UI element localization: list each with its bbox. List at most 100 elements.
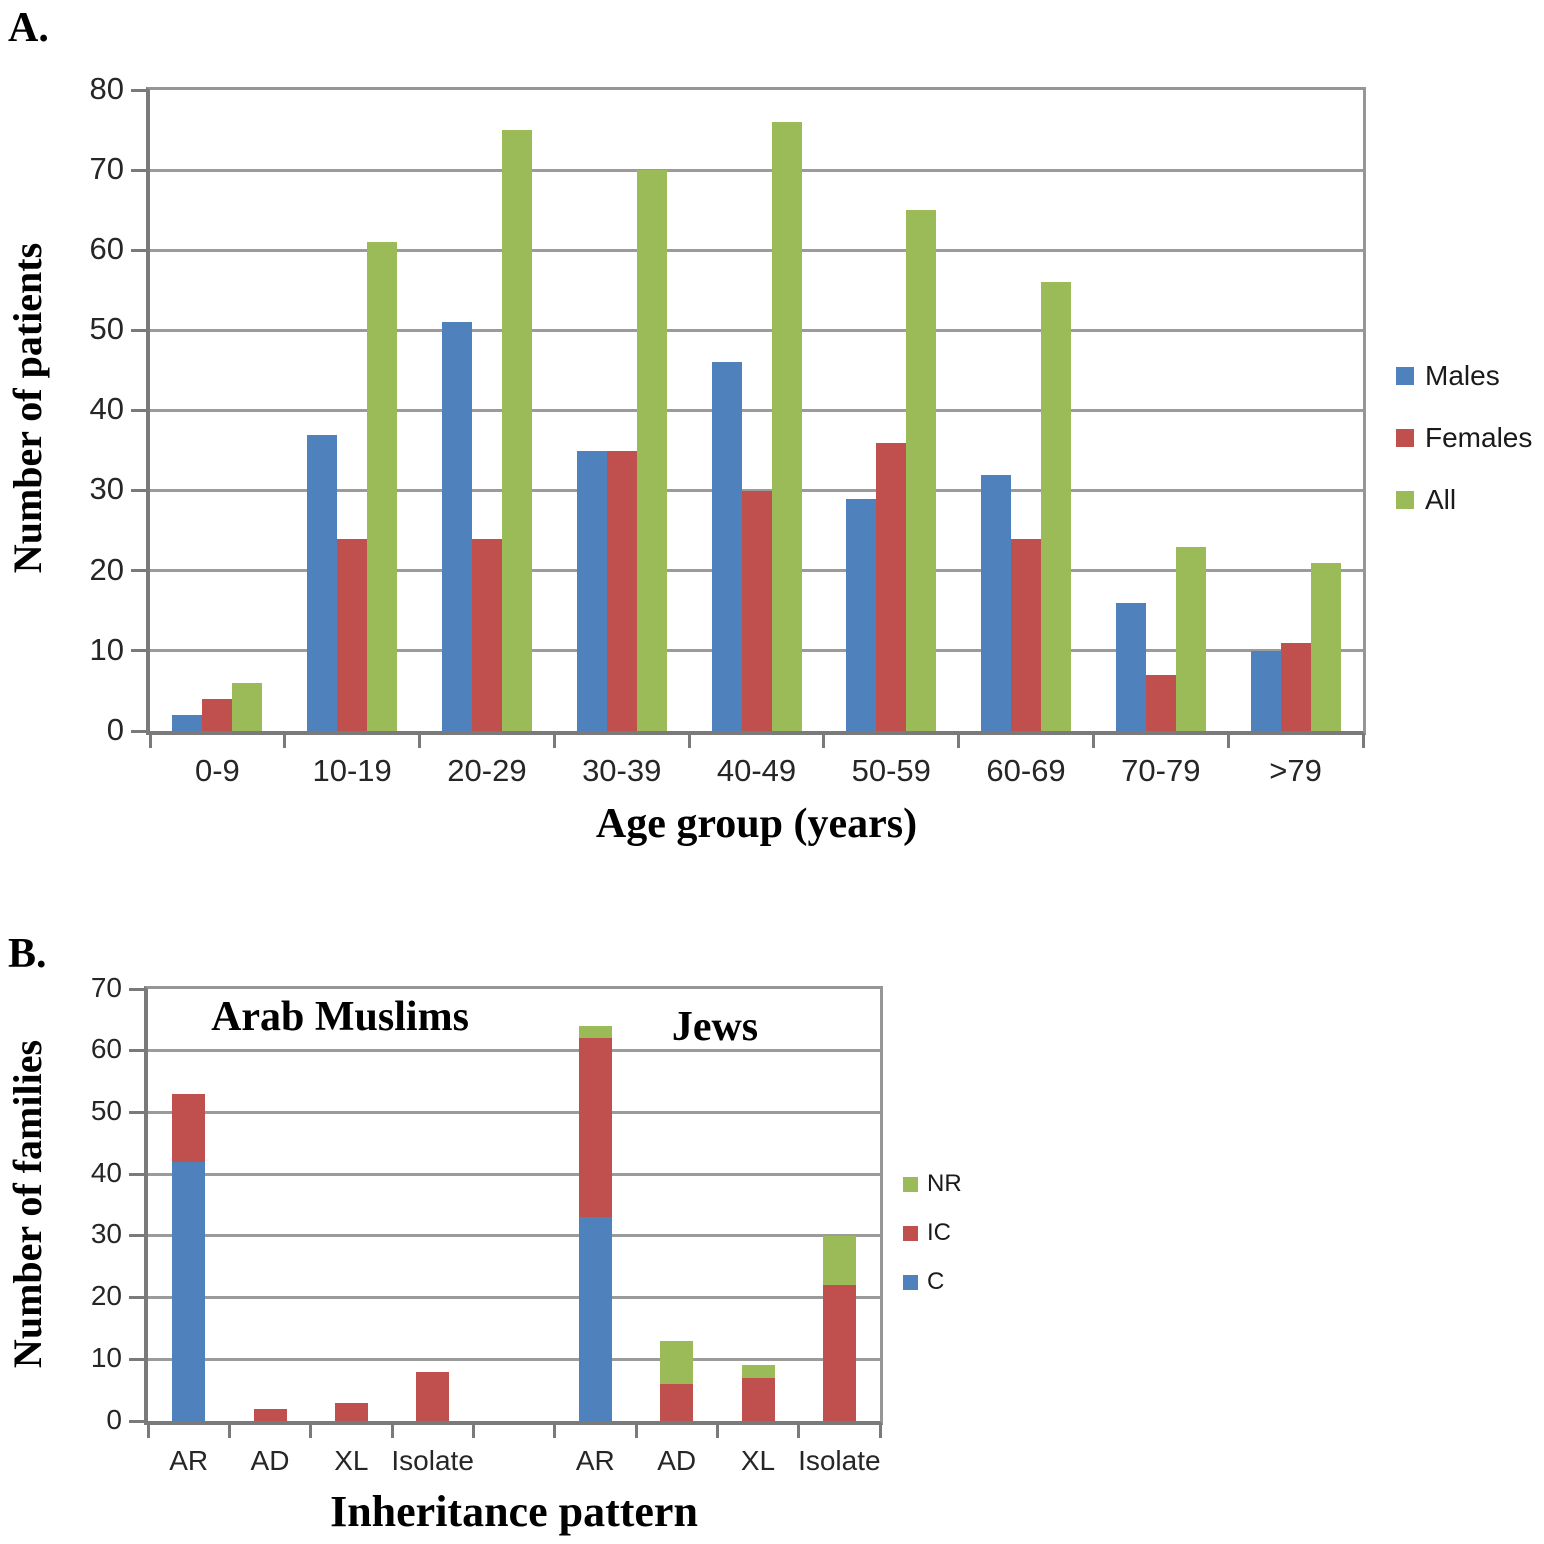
y-tick-mark-60 xyxy=(131,248,146,252)
panel-a-plot-layer xyxy=(150,90,1363,731)
legend-item-females: Females xyxy=(1396,422,1532,454)
bar-ic-3-isolate xyxy=(416,1371,450,1421)
panel-b-plot-area xyxy=(144,986,883,1425)
bar-males-20-29 xyxy=(441,322,472,731)
x-tick-label-ad: AD xyxy=(657,1445,697,1476)
bar-all-70-79 xyxy=(1175,546,1206,731)
legend-label: NR xyxy=(927,1170,962,1197)
bar-all-0-9 xyxy=(232,682,263,731)
bar-females-70-79 xyxy=(1145,674,1176,731)
females-swatch-icon xyxy=(1396,429,1414,447)
x-tick-mark-4 xyxy=(687,735,691,748)
x-tick-label-50-59: 50-59 xyxy=(851,753,931,788)
males-swatch-icon xyxy=(1396,367,1414,385)
x-tick-mark-1 xyxy=(227,1425,231,1438)
y-tick-label-60: 60 xyxy=(90,1033,122,1065)
bar-all-10-19 xyxy=(367,242,398,731)
y-tick-label-20: 20 xyxy=(89,551,124,587)
y-tick-label-50: 50 xyxy=(90,1095,122,1127)
y-tick-mark-30 xyxy=(129,1234,144,1238)
group-annotation-jews: Jews xyxy=(671,1004,759,1050)
x-tick-mark-8 xyxy=(797,1425,801,1438)
panel-a-legend: Males Females All xyxy=(1396,360,1532,516)
x-tick-label-ar: AR xyxy=(169,1445,209,1476)
legend-label: C xyxy=(927,1268,945,1295)
bar-c-5-ar xyxy=(578,1217,612,1421)
y-tick-mark-20 xyxy=(131,569,146,573)
gridline-70 xyxy=(150,168,1363,172)
bar-males-40-49 xyxy=(711,362,742,731)
bar-females-50-59 xyxy=(876,442,907,731)
bar-males-10-19 xyxy=(307,434,338,731)
y-tick-mark-10 xyxy=(131,649,146,653)
bar-males-50-59 xyxy=(846,498,877,731)
legend-label: Females xyxy=(1425,422,1533,453)
x-tick-label-ad: AD xyxy=(250,1445,290,1476)
c-swatch-icon xyxy=(903,1274,918,1290)
gridline-50 xyxy=(148,1110,880,1114)
x-tick-mark-1 xyxy=(283,735,287,748)
x-tick-mark-0 xyxy=(146,1425,150,1438)
bar-all-20-29 xyxy=(501,130,532,731)
y-tick-mark-0 xyxy=(129,1419,144,1423)
y-tick-mark-80 xyxy=(131,88,146,92)
y-tick-label-80: 80 xyxy=(89,70,124,106)
group-annotation-arab-muslims: Arab Muslims xyxy=(211,994,469,1040)
bar-females-20-29 xyxy=(471,538,502,731)
bar-c-0-ar xyxy=(172,1161,206,1421)
y-tick-label-20: 20 xyxy=(90,1280,122,1312)
bar-all-60-69 xyxy=(1041,282,1072,731)
legend-label: IC xyxy=(927,1219,951,1246)
panel-a-plot-area xyxy=(146,87,1366,735)
bar-all--79 xyxy=(1310,562,1341,731)
x-tick-mark-2 xyxy=(309,1425,313,1438)
bar-males--79 xyxy=(1250,650,1281,731)
x-tick-label-xl: XL xyxy=(334,1445,369,1476)
panel-a-x-axis-title: Age group (years) xyxy=(595,801,918,847)
y-tick-mark-0 xyxy=(131,729,146,733)
y-tick-mark-50 xyxy=(131,328,146,332)
y-tick-mark-60 xyxy=(129,1049,144,1053)
bar-males-60-69 xyxy=(981,474,1012,731)
x-tick-label-70-79: 70-79 xyxy=(1121,753,1201,788)
x-tick-mark-8 xyxy=(1226,735,1230,748)
bar-males-70-79 xyxy=(1115,602,1146,731)
y-tick-label-0: 0 xyxy=(106,1403,122,1435)
x-tick-mark-3 xyxy=(390,1425,394,1438)
y-tick-label-0: 0 xyxy=(106,711,124,747)
gridline-60 xyxy=(148,1049,880,1053)
bar-all-30-39 xyxy=(636,170,667,731)
x-tick-mark-0 xyxy=(148,735,152,748)
x-tick-mark-6 xyxy=(634,1425,638,1438)
all-swatch-icon xyxy=(1396,491,1414,509)
panel-b-label: B. xyxy=(8,931,47,977)
y-tick-label-10: 10 xyxy=(90,1341,122,1373)
x-tick-label--79: >79 xyxy=(1269,753,1322,788)
bar-males-30-39 xyxy=(576,450,607,731)
x-tick-label-ar: AR xyxy=(575,1445,615,1476)
y-tick-mark-70 xyxy=(131,168,146,172)
panel-b-x-axis-title: Inheritance pattern xyxy=(330,1487,698,1536)
gridline-60 xyxy=(150,248,1363,252)
ic-swatch-icon xyxy=(903,1225,918,1241)
x-tick-mark-9 xyxy=(878,1425,882,1438)
bar-nr-7-xl xyxy=(741,1365,775,1378)
x-tick-label-0-9: 0-9 xyxy=(194,753,240,788)
gridline-10 xyxy=(148,1357,880,1361)
bar-females-40-49 xyxy=(741,490,772,731)
gridline-20 xyxy=(148,1296,880,1300)
legend-label: Males xyxy=(1425,360,1500,391)
x-tick-mark-6 xyxy=(957,735,961,748)
gridline-40 xyxy=(148,1172,880,1176)
gridline-40 xyxy=(150,409,1363,412)
y-tick-label-60: 60 xyxy=(89,231,124,267)
y-tick-label-30: 30 xyxy=(90,1218,122,1250)
x-tick-label-60-69: 60-69 xyxy=(986,753,1066,788)
gridline-50 xyxy=(150,328,1363,332)
bar-ic-6-ad xyxy=(660,1383,694,1421)
bar-nr-5-ar xyxy=(578,1026,612,1039)
bar-males-0-9 xyxy=(172,714,203,731)
y-tick-label-50: 50 xyxy=(89,311,124,347)
x-tick-mark-3 xyxy=(552,735,556,748)
